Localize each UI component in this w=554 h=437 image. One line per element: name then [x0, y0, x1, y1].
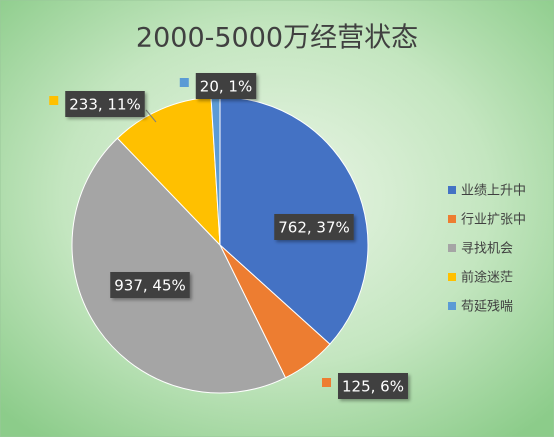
data-label: 125, 6%: [342, 378, 404, 396]
label-box: [274, 214, 354, 240]
label-box: [65, 91, 145, 117]
legend-label: 行业扩张中: [461, 213, 526, 228]
legend-swatch: [448, 186, 456, 194]
label-key: [322, 378, 332, 387]
legend-label: 寻找机会: [461, 242, 513, 257]
label-box: [195, 73, 257, 99]
data-label: 937, 45%: [114, 277, 186, 295]
data-label: 20, 1%: [200, 78, 252, 96]
legend-swatch: [448, 244, 456, 252]
data-labels: 762, 37% 125, 6% 937, 45% 233, 11% 20, 1%: [49, 73, 408, 399]
legend-label: 业绩上升中: [461, 184, 526, 199]
leader-line: [145, 109, 157, 123]
label-key: [49, 96, 59, 105]
legend-swatch: [448, 215, 456, 223]
pie: [71, 96, 369, 394]
legend-label: 苟延残喘: [461, 299, 513, 315]
pie-slice: [71, 137, 287, 394]
label-box: [338, 373, 408, 399]
legend-swatch: [448, 273, 456, 281]
data-label: 233, 11%: [69, 96, 141, 114]
data-label: 762, 37%: [278, 219, 350, 237]
chart-title: 2000-5000万经营状态: [136, 23, 418, 54]
legend-swatch: [448, 302, 456, 310]
label-key: [179, 78, 189, 87]
legend-label: 前途迷茫: [461, 270, 513, 286]
label-box: [110, 272, 190, 298]
